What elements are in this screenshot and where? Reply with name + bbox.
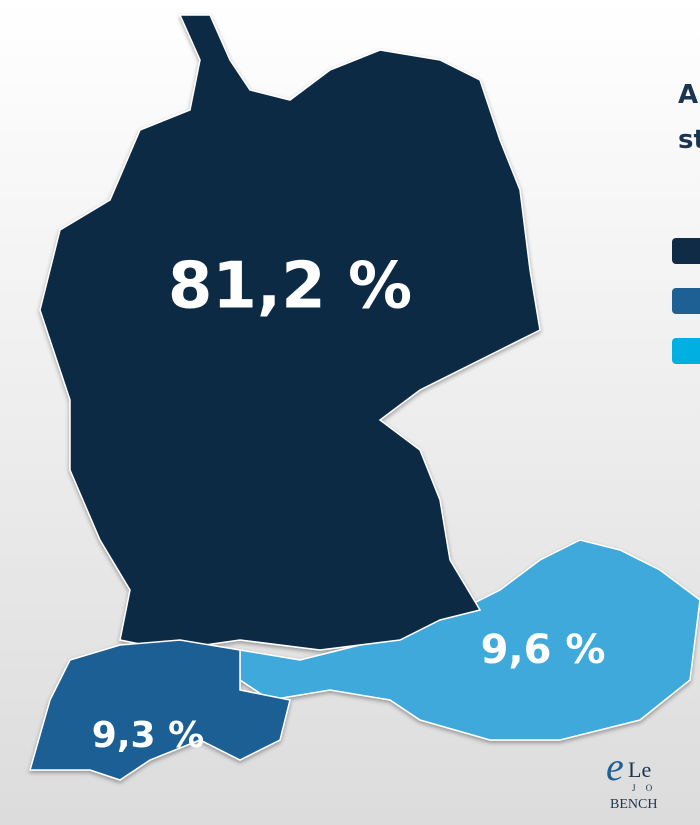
region-label: 9,6 %	[481, 627, 606, 673]
legend-swatch	[672, 238, 700, 264]
logo-footer: BENCH	[610, 797, 657, 812]
region-germany	[39, 14, 541, 651]
region-label: 81,2 %	[168, 250, 412, 324]
legend-swatch	[672, 338, 700, 364]
region-label: 9,3 %	[92, 715, 204, 756]
logo-name: Le	[628, 757, 651, 782]
logo-mark: e	[606, 744, 624, 789]
title: A	[678, 80, 698, 110]
title: st	[678, 125, 700, 155]
logo-sub: J O	[632, 783, 656, 793]
region-switzerland	[29, 639, 291, 781]
legend-swatch	[672, 288, 700, 314]
